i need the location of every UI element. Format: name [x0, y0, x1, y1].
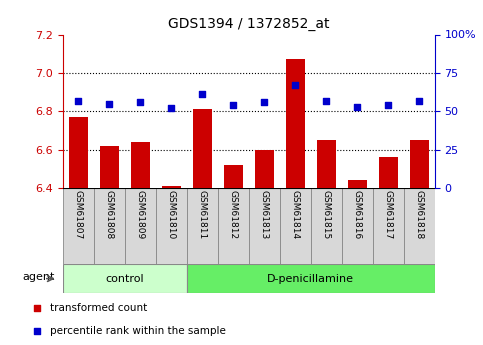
Point [199, 92, 206, 97]
Point [384, 102, 392, 108]
Text: GSM61807: GSM61807 [74, 190, 83, 239]
Bar [131, 142, 150, 188]
Bar [255, 150, 273, 188]
Bar [63, 188, 94, 264]
Bar [100, 146, 118, 188]
Text: GSM61810: GSM61810 [167, 190, 176, 239]
Bar [218, 188, 249, 264]
Bar [280, 188, 311, 264]
Text: control: control [105, 274, 144, 284]
Bar [373, 188, 404, 264]
Bar [342, 188, 373, 264]
Bar [224, 165, 242, 188]
Text: D-penicillamine: D-penicillamine [267, 274, 354, 284]
Point [168, 106, 175, 111]
Bar [125, 188, 156, 264]
Text: GSM61818: GSM61818 [415, 190, 424, 239]
Point [415, 98, 423, 103]
Text: GSM61809: GSM61809 [136, 190, 145, 239]
Bar [187, 188, 218, 264]
Bar [286, 59, 304, 188]
Text: GSM61811: GSM61811 [198, 190, 207, 239]
Point [322, 98, 330, 103]
Text: transformed count: transformed count [50, 303, 147, 313]
Point [229, 102, 237, 108]
Point [354, 104, 361, 109]
Text: GSM61816: GSM61816 [353, 190, 362, 239]
Bar [311, 188, 342, 264]
Bar [162, 186, 181, 188]
Bar [410, 140, 428, 188]
Text: agent: agent [22, 272, 55, 282]
Bar [69, 117, 87, 188]
Text: GSM61815: GSM61815 [322, 190, 331, 239]
Bar [379, 157, 398, 188]
Point [74, 98, 82, 103]
Text: GSM61808: GSM61808 [105, 190, 114, 239]
Bar [187, 264, 435, 293]
Point [105, 101, 113, 106]
Text: GSM61814: GSM61814 [291, 190, 300, 239]
Bar [63, 264, 187, 293]
Bar [404, 188, 435, 264]
Bar [249, 188, 280, 264]
Text: GSM61817: GSM61817 [384, 190, 393, 239]
Text: GSM61813: GSM61813 [260, 190, 269, 239]
Bar [348, 180, 367, 188]
Text: GSM61812: GSM61812 [229, 190, 238, 239]
Point [356, 185, 364, 190]
Bar [94, 188, 125, 264]
Point [136, 99, 144, 105]
Bar [193, 109, 212, 188]
Title: GDS1394 / 1372852_at: GDS1394 / 1372852_at [168, 17, 329, 31]
Point [260, 99, 268, 105]
Text: percentile rank within the sample: percentile rank within the sample [50, 326, 226, 335]
Point [291, 82, 299, 88]
Bar [156, 188, 187, 264]
Bar [317, 140, 336, 188]
